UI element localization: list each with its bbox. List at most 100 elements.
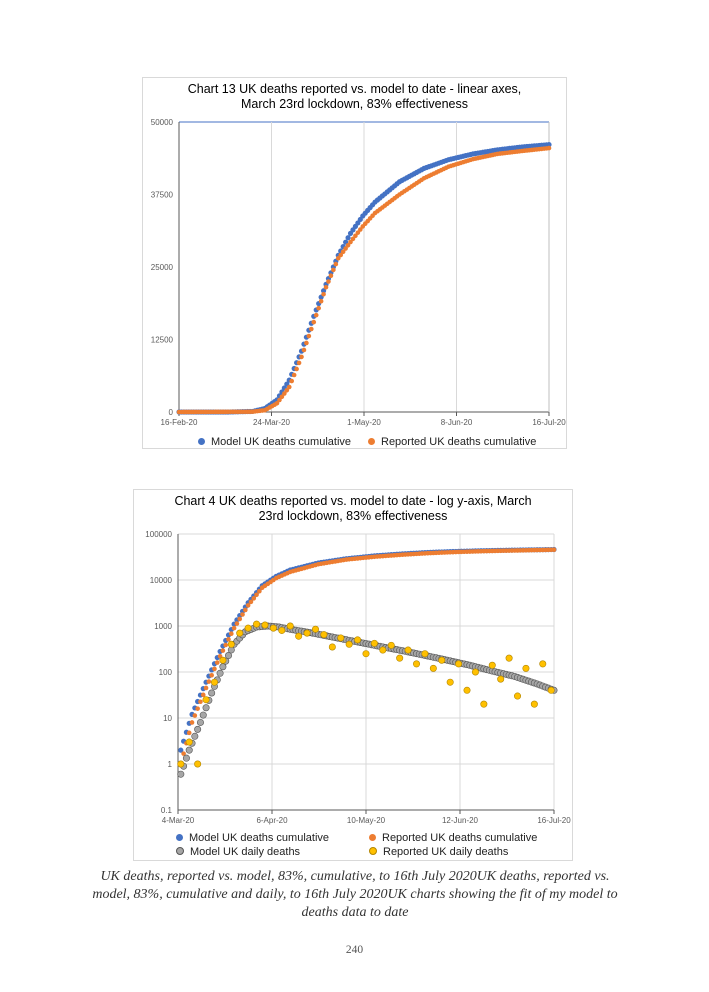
data-point xyxy=(404,646,412,654)
data-point xyxy=(413,660,421,668)
data-point xyxy=(335,256,341,261)
data-point xyxy=(286,622,294,630)
data-point xyxy=(282,391,287,396)
data-point xyxy=(199,711,207,719)
data-point xyxy=(278,626,286,634)
data-point xyxy=(338,252,344,258)
x-tick-label: 12-Jun-20 xyxy=(442,816,479,825)
data-point xyxy=(195,706,200,711)
data-point xyxy=(358,227,363,232)
data-point xyxy=(301,347,307,353)
data-point xyxy=(279,394,285,400)
data-point xyxy=(304,340,309,346)
data-point xyxy=(328,643,336,651)
data-point xyxy=(303,629,311,637)
legend-marker-icon xyxy=(369,847,377,856)
legend-label: Reported UK deaths cumulative xyxy=(382,832,538,844)
data-point xyxy=(291,372,297,378)
data-point xyxy=(212,666,217,672)
data-point xyxy=(321,291,326,297)
data-point xyxy=(309,326,314,332)
log-chart-title: Chart 4 UK deaths reported vs. model to … xyxy=(174,494,532,523)
data-point xyxy=(203,685,209,691)
data-point xyxy=(253,620,261,628)
data-point xyxy=(350,236,356,242)
legend-model-cumulative: Model UK deaths cumulative xyxy=(176,832,329,844)
page-number: 240 xyxy=(345,944,364,956)
data-point xyxy=(387,641,395,649)
y-tick-label: 100 xyxy=(159,668,173,677)
data-point xyxy=(539,660,547,668)
x-tick-label: 6-Apr-20 xyxy=(256,816,288,825)
data-point xyxy=(219,656,227,664)
legend-marker-icon xyxy=(369,833,376,841)
data-point xyxy=(345,235,351,241)
data-point xyxy=(320,288,327,294)
data-point xyxy=(254,592,259,598)
data-point xyxy=(214,660,220,665)
data-point xyxy=(488,661,496,669)
data-point xyxy=(274,401,280,406)
y-tick-label: 50000 xyxy=(151,118,174,127)
data-point xyxy=(455,660,463,668)
y-tick-label: 0 xyxy=(169,408,174,417)
data-point xyxy=(294,366,299,372)
data-point xyxy=(229,631,234,637)
data-point xyxy=(225,652,233,660)
data-point xyxy=(438,656,446,664)
data-point xyxy=(480,700,488,708)
data-point xyxy=(185,738,193,746)
y-tick-label: 10 xyxy=(163,714,172,723)
data-point xyxy=(231,625,237,631)
data-point xyxy=(202,696,210,704)
log-chart: 0.1 1 10 100 1000 10000 100000 4-Mar-20 6-Apr-20… xyxy=(133,489,573,861)
legend-label: Reported UK daily deaths xyxy=(383,846,509,858)
data-point xyxy=(196,718,204,726)
data-point xyxy=(236,629,244,637)
data-point xyxy=(311,625,319,633)
y-tick-label: 12500 xyxy=(151,336,174,345)
y-tick-label: 25000 xyxy=(151,263,174,272)
x-tick-label: 10-May-20 xyxy=(347,816,386,825)
figure-caption: UK deaths, reported vs. model, 83%, cumu… xyxy=(92,869,618,920)
data-point xyxy=(245,603,251,608)
data-point xyxy=(248,599,254,605)
data-point xyxy=(463,686,471,694)
data-point xyxy=(189,720,195,725)
data-point xyxy=(421,650,429,658)
data-point xyxy=(295,632,303,640)
data-point xyxy=(328,273,334,278)
legend-label: Model UK daily deaths xyxy=(190,846,301,858)
data-point xyxy=(194,725,202,733)
data-point xyxy=(206,679,212,684)
data-point xyxy=(345,243,351,248)
data-point xyxy=(313,312,319,318)
legend-label: Model UK deaths cumulative xyxy=(189,832,330,844)
x-tick-label: 16-Feb-20 xyxy=(161,418,198,427)
data-point xyxy=(326,279,331,284)
data-point xyxy=(210,678,218,686)
data-point xyxy=(202,704,210,712)
data-point xyxy=(223,642,229,648)
data-point xyxy=(306,333,312,339)
legend-reported-cumulative: Reported UK deaths cumulative xyxy=(368,436,536,448)
data-point xyxy=(370,639,378,647)
data-point xyxy=(251,596,257,601)
data-point xyxy=(289,378,295,384)
y-tick-label: 1000 xyxy=(154,622,172,631)
data-point xyxy=(530,700,538,708)
legend-model-daily: Model UK daily deaths xyxy=(176,846,300,858)
data-point xyxy=(181,751,186,756)
linear-chart-plot: 0 12500 25000 37500 50000 16-Feb-20 24-Mar-20 1… xyxy=(151,118,566,427)
data-point xyxy=(299,354,304,360)
data-point xyxy=(227,640,235,648)
data-point xyxy=(311,319,317,325)
data-point xyxy=(331,267,336,273)
data-point xyxy=(471,668,479,676)
data-point xyxy=(269,624,277,632)
data-point xyxy=(379,646,387,654)
data-point xyxy=(234,621,240,626)
x-tick-label: 16-Jul-20 xyxy=(537,816,571,825)
data-point xyxy=(362,650,370,658)
linear-chart-title: Chart 13 UK deaths reported vs. model to… xyxy=(187,82,522,111)
